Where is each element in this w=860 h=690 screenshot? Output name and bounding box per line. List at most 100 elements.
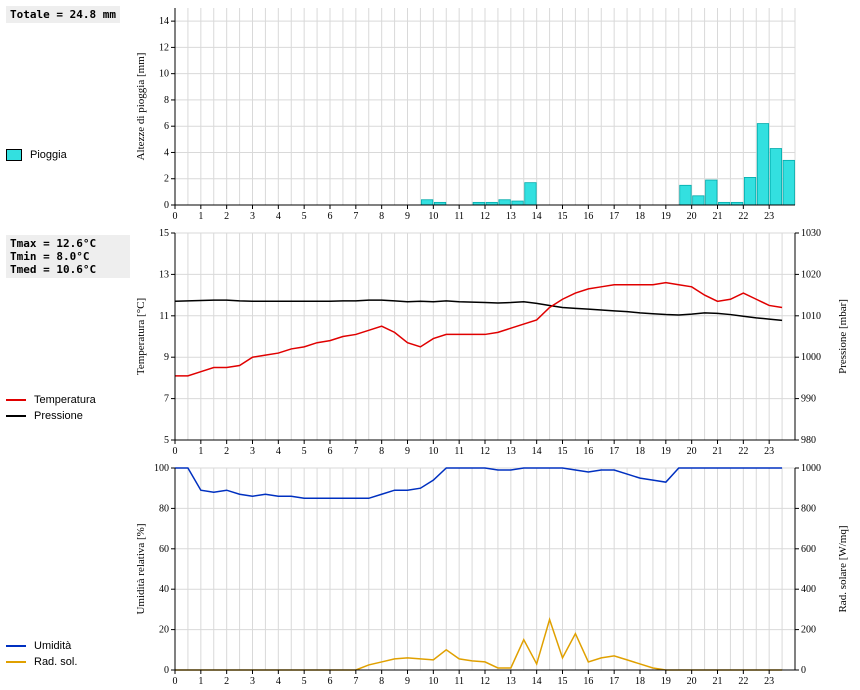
svg-text:980: 980 [801, 435, 816, 446]
svg-text:200: 200 [801, 625, 816, 636]
svg-text:600: 600 [801, 544, 816, 555]
svg-text:20: 20 [687, 676, 697, 687]
svg-text:9: 9 [405, 446, 410, 457]
svg-text:8: 8 [379, 446, 384, 457]
svg-text:18: 18 [635, 211, 645, 222]
svg-text:Pressione [mbar]: Pressione [mbar] [837, 299, 849, 374]
svg-text:13: 13 [506, 676, 516, 687]
svg-text:13: 13 [506, 446, 516, 457]
svg-text:2: 2 [164, 174, 169, 185]
umidita-line-swatch [6, 645, 26, 647]
svg-text:0: 0 [164, 200, 169, 211]
svg-text:1: 1 [198, 446, 203, 457]
svg-text:11: 11 [454, 211, 464, 222]
svg-text:12: 12 [480, 446, 490, 457]
svg-text:14: 14 [532, 211, 542, 222]
svg-text:17: 17 [609, 676, 619, 687]
svg-text:5: 5 [302, 446, 307, 457]
svg-text:12: 12 [480, 211, 490, 222]
svg-text:8: 8 [164, 95, 169, 106]
svg-text:11: 11 [159, 311, 169, 322]
panel3-plot: 0204060801000200400600800100001234567891… [130, 460, 860, 690]
svg-text:10: 10 [428, 211, 438, 222]
svg-text:20: 20 [687, 211, 697, 222]
svg-text:7: 7 [353, 446, 358, 457]
svg-text:6: 6 [328, 676, 333, 687]
svg-text:0: 0 [164, 665, 169, 676]
pressione-line-swatch [6, 415, 26, 417]
svg-text:16: 16 [583, 676, 593, 687]
svg-text:Umidità relativa [%]: Umidità relativa [%] [135, 523, 147, 614]
svg-text:21: 21 [713, 211, 723, 222]
svg-text:19: 19 [661, 676, 671, 687]
svg-text:6: 6 [328, 446, 333, 457]
svg-text:8: 8 [379, 211, 384, 222]
svg-text:15: 15 [558, 676, 568, 687]
svg-text:19: 19 [661, 446, 671, 457]
pioggia-swatch [6, 149, 22, 161]
svg-text:17: 17 [609, 446, 619, 457]
svg-text:13: 13 [159, 269, 169, 280]
panel1-legend-label: Pioggia [30, 149, 67, 161]
svg-text:8: 8 [379, 676, 384, 687]
panel1-plot: 0246810121401234567891011121314151617181… [130, 0, 860, 225]
svg-text:21: 21 [713, 446, 723, 457]
svg-text:16: 16 [583, 446, 593, 457]
svg-text:6: 6 [164, 121, 169, 132]
svg-text:13: 13 [506, 211, 516, 222]
svg-text:9: 9 [164, 352, 169, 363]
panel3-legend-hum: Umidità [6, 640, 130, 652]
svg-text:1020: 1020 [801, 269, 821, 280]
svg-text:2: 2 [224, 676, 229, 687]
svg-text:400: 400 [801, 584, 816, 595]
svg-text:22: 22 [738, 676, 748, 687]
svg-text:80: 80 [159, 503, 169, 514]
svg-text:11: 11 [454, 676, 464, 687]
svg-text:Rad. solare [W/mq]: Rad. solare [W/mq] [837, 525, 849, 612]
svg-text:15: 15 [159, 228, 169, 239]
svg-text:0: 0 [173, 676, 178, 687]
svg-text:5: 5 [302, 676, 307, 687]
svg-text:0: 0 [801, 665, 806, 676]
panel1-total: Totale = 24.8 mm [6, 6, 120, 23]
svg-text:3: 3 [250, 446, 255, 457]
svg-text:3: 3 [250, 211, 255, 222]
svg-text:0: 0 [173, 211, 178, 222]
svg-text:1: 1 [198, 676, 203, 687]
svg-text:10: 10 [159, 69, 169, 80]
svg-text:23: 23 [764, 446, 774, 457]
svg-text:4: 4 [276, 676, 281, 687]
svg-text:60: 60 [159, 544, 169, 555]
panel2-legend-press: Pressione [6, 410, 130, 422]
svg-text:0: 0 [173, 446, 178, 457]
panel1-sidebar: Totale = 24.8 mm Pioggia [0, 0, 130, 225]
svg-text:7: 7 [353, 676, 358, 687]
svg-text:14: 14 [532, 676, 542, 687]
svg-text:7: 7 [164, 394, 169, 405]
svg-text:18: 18 [635, 446, 645, 457]
svg-text:4: 4 [276, 211, 281, 222]
panel2-legend-temp: Temperatura [6, 394, 130, 406]
svg-text:20: 20 [159, 625, 169, 636]
svg-text:3: 3 [250, 676, 255, 687]
svg-text:2: 2 [224, 446, 229, 457]
svg-text:21: 21 [713, 676, 723, 687]
svg-text:Temperatura [°C]: Temperatura [°C] [135, 298, 147, 375]
svg-text:17: 17 [609, 211, 619, 222]
svg-text:Altezze di pioggia [mm]: Altezze di pioggia [mm] [135, 53, 147, 161]
svg-text:14: 14 [532, 446, 542, 457]
svg-text:18: 18 [635, 676, 645, 687]
svg-text:1000: 1000 [801, 352, 821, 363]
svg-text:22: 22 [738, 446, 748, 457]
svg-text:19: 19 [661, 211, 671, 222]
svg-text:12: 12 [159, 42, 169, 53]
svg-text:7: 7 [353, 211, 358, 222]
panel3-legend-rad: Rad. sol. [6, 656, 130, 668]
svg-text:1: 1 [198, 211, 203, 222]
panel2-stats: Tmax = 12.6°C Tmin = 8.0°C Tmed = 10.6°C [6, 235, 130, 278]
svg-text:5: 5 [302, 211, 307, 222]
svg-text:15: 15 [558, 211, 568, 222]
svg-text:10: 10 [428, 446, 438, 457]
svg-text:9: 9 [405, 211, 410, 222]
panel2-sidebar: Tmax = 12.6°C Tmin = 8.0°C Tmed = 10.6°C… [0, 225, 130, 460]
